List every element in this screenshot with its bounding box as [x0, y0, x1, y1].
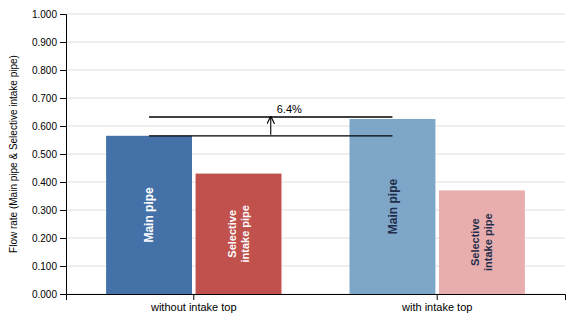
bar-label-line: Selective: [469, 218, 481, 266]
y-tick-mark: [60, 126, 66, 127]
y-tick-mark: [60, 266, 66, 267]
bar-label-line: Main pipe: [386, 179, 400, 235]
y-tick-label: 0.400: [32, 177, 57, 188]
bar: [439, 190, 525, 294]
bar-label: Selectiveintake pipe: [226, 205, 251, 262]
y-tick: 0.000: [32, 289, 66, 300]
x-tick-mark: [193, 294, 194, 300]
y-tick-label: 0.000: [32, 289, 57, 300]
bar: [106, 136, 192, 294]
x-axis-line: [67, 295, 566, 301]
chart: 0.000 0.100 0.200 0.300 0.400 0.500 0.600 0.700…: [0, 0, 581, 324]
y-tick-label: 0.600: [32, 121, 57, 132]
bar-label-line: intake pipe: [239, 205, 251, 262]
grid: [66, 14, 565, 294]
x-tick-label: with intake top: [401, 301, 472, 313]
y-tick-label: 0.200: [32, 233, 57, 244]
y-tick-mark: [60, 182, 66, 183]
y-tick: 0.400: [32, 177, 66, 188]
y-tick-label: 0.900: [32, 37, 57, 48]
plot: 0.000 0.100 0.200 0.300 0.400 0.500 0.600 0.700…: [32, 9, 566, 313]
y-tick-mark: [60, 70, 66, 71]
y-tick: 0.800: [32, 65, 66, 76]
bar: [350, 119, 436, 294]
y-tick: 0.100: [32, 261, 66, 272]
y-tick: 0.600: [32, 121, 66, 132]
x-tick: without intake top: [150, 294, 237, 313]
y-axis-title: Flow rate (Main pipe & Selective intake …: [8, 55, 19, 253]
y-tick-mark: [60, 210, 66, 211]
y-tick: 0.700: [32, 93, 66, 104]
annotation-text: 6.4%: [277, 103, 302, 115]
y-tick-label: 0.300: [32, 205, 57, 216]
x-tick: with intake top: [401, 294, 472, 313]
y-tick-mark: [60, 98, 66, 99]
y-tick: 0.300: [32, 205, 66, 216]
y-tick-mark: [60, 42, 66, 43]
y-tick: 0.500: [32, 149, 66, 160]
y-tick-mark: [60, 238, 66, 239]
grid-line: [66, 14, 565, 15]
grid-line: [66, 70, 565, 71]
bar-labels: Main pipeMain pipeSelectiveintake pipeSe…: [142, 179, 494, 271]
bar: [196, 174, 282, 294]
y-tick-mark: [60, 14, 66, 15]
grid-line: [66, 42, 565, 43]
bracket-arrow: [270, 117, 271, 135]
y-tick: 0.900: [32, 37, 66, 48]
x-tick-label: without intake top: [150, 301, 237, 313]
y-tick-label: 0.700: [32, 93, 57, 104]
bar-label: Main pipe: [386, 179, 400, 235]
bars: [106, 119, 525, 294]
y-axis-line: [60, 15, 67, 295]
y-tick-label: 0.500: [32, 149, 57, 160]
y-tick-mark: [60, 294, 66, 295]
bracket-line: [149, 135, 392, 136]
bar-label-line: intake pipe: [482, 213, 494, 270]
y-tick-label: 0.800: [32, 65, 57, 76]
y-tick-label: 0.100: [32, 261, 57, 272]
y-tick-label: 1.000: [32, 9, 57, 20]
annotation: 6.4%: [149, 103, 392, 136]
bar-label: Selectiveintake pipe: [469, 213, 494, 270]
grid-line: [66, 98, 565, 99]
y-axis: 0.000 0.100 0.200 0.300 0.400 0.500 0.600 0.700…: [32, 9, 67, 300]
y-tick: 0.200: [32, 233, 66, 244]
x-tick-mark: [437, 294, 438, 300]
y-tick-mark: [60, 154, 66, 155]
grid-line: [66, 126, 565, 127]
bar-label-line: Main pipe: [142, 187, 156, 243]
y-tick: 1.000: [32, 9, 66, 20]
bar-label-line: Selective: [226, 210, 238, 258]
bar-label: Main pipe: [142, 187, 156, 243]
x-axis: without intake top with intake top: [67, 294, 566, 313]
